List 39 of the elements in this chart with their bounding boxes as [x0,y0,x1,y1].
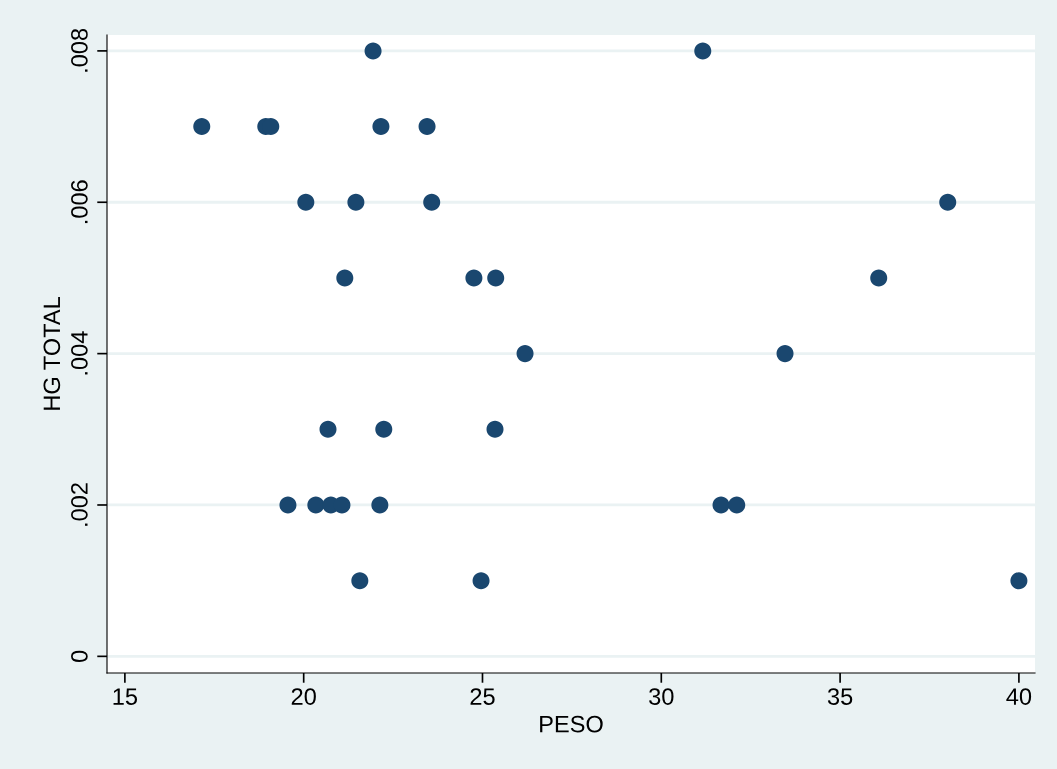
x-tick-label: 35 [827,688,853,705]
point [297,193,315,211]
point [279,496,297,514]
x-tick-label: 20 [291,688,316,705]
point [487,269,505,287]
point [319,420,337,438]
point [694,42,712,60]
point [516,345,534,363]
point [1010,572,1028,590]
point [347,193,365,211]
point [776,345,794,363]
x-tick-label: 25 [470,688,495,705]
point [939,193,957,211]
point [375,420,393,438]
y-tick-label: 0 [71,650,88,662]
point [307,496,325,514]
x-tick-label: 30 [649,688,674,705]
point [472,572,490,590]
y-tick-label: .006 [71,180,88,224]
x-tick-label: 15 [113,688,138,705]
y-tick-label: .002 [71,483,88,526]
point [418,118,436,136]
x-axis-title: PESO [540,715,603,733]
point [372,118,390,136]
point [364,42,382,60]
point [486,420,504,438]
point [336,269,354,287]
point [423,193,441,211]
point [712,496,730,514]
point [870,269,888,287]
point [351,572,369,590]
point [728,496,746,514]
x-tick-label: 40 [1006,688,1032,705]
point [465,269,483,287]
y-tick-label: .008 [71,28,88,72]
point [371,496,389,514]
y-axis-title: HG TOTAL [43,297,61,410]
point [193,118,211,136]
y-tick-label: .004 [71,331,88,375]
